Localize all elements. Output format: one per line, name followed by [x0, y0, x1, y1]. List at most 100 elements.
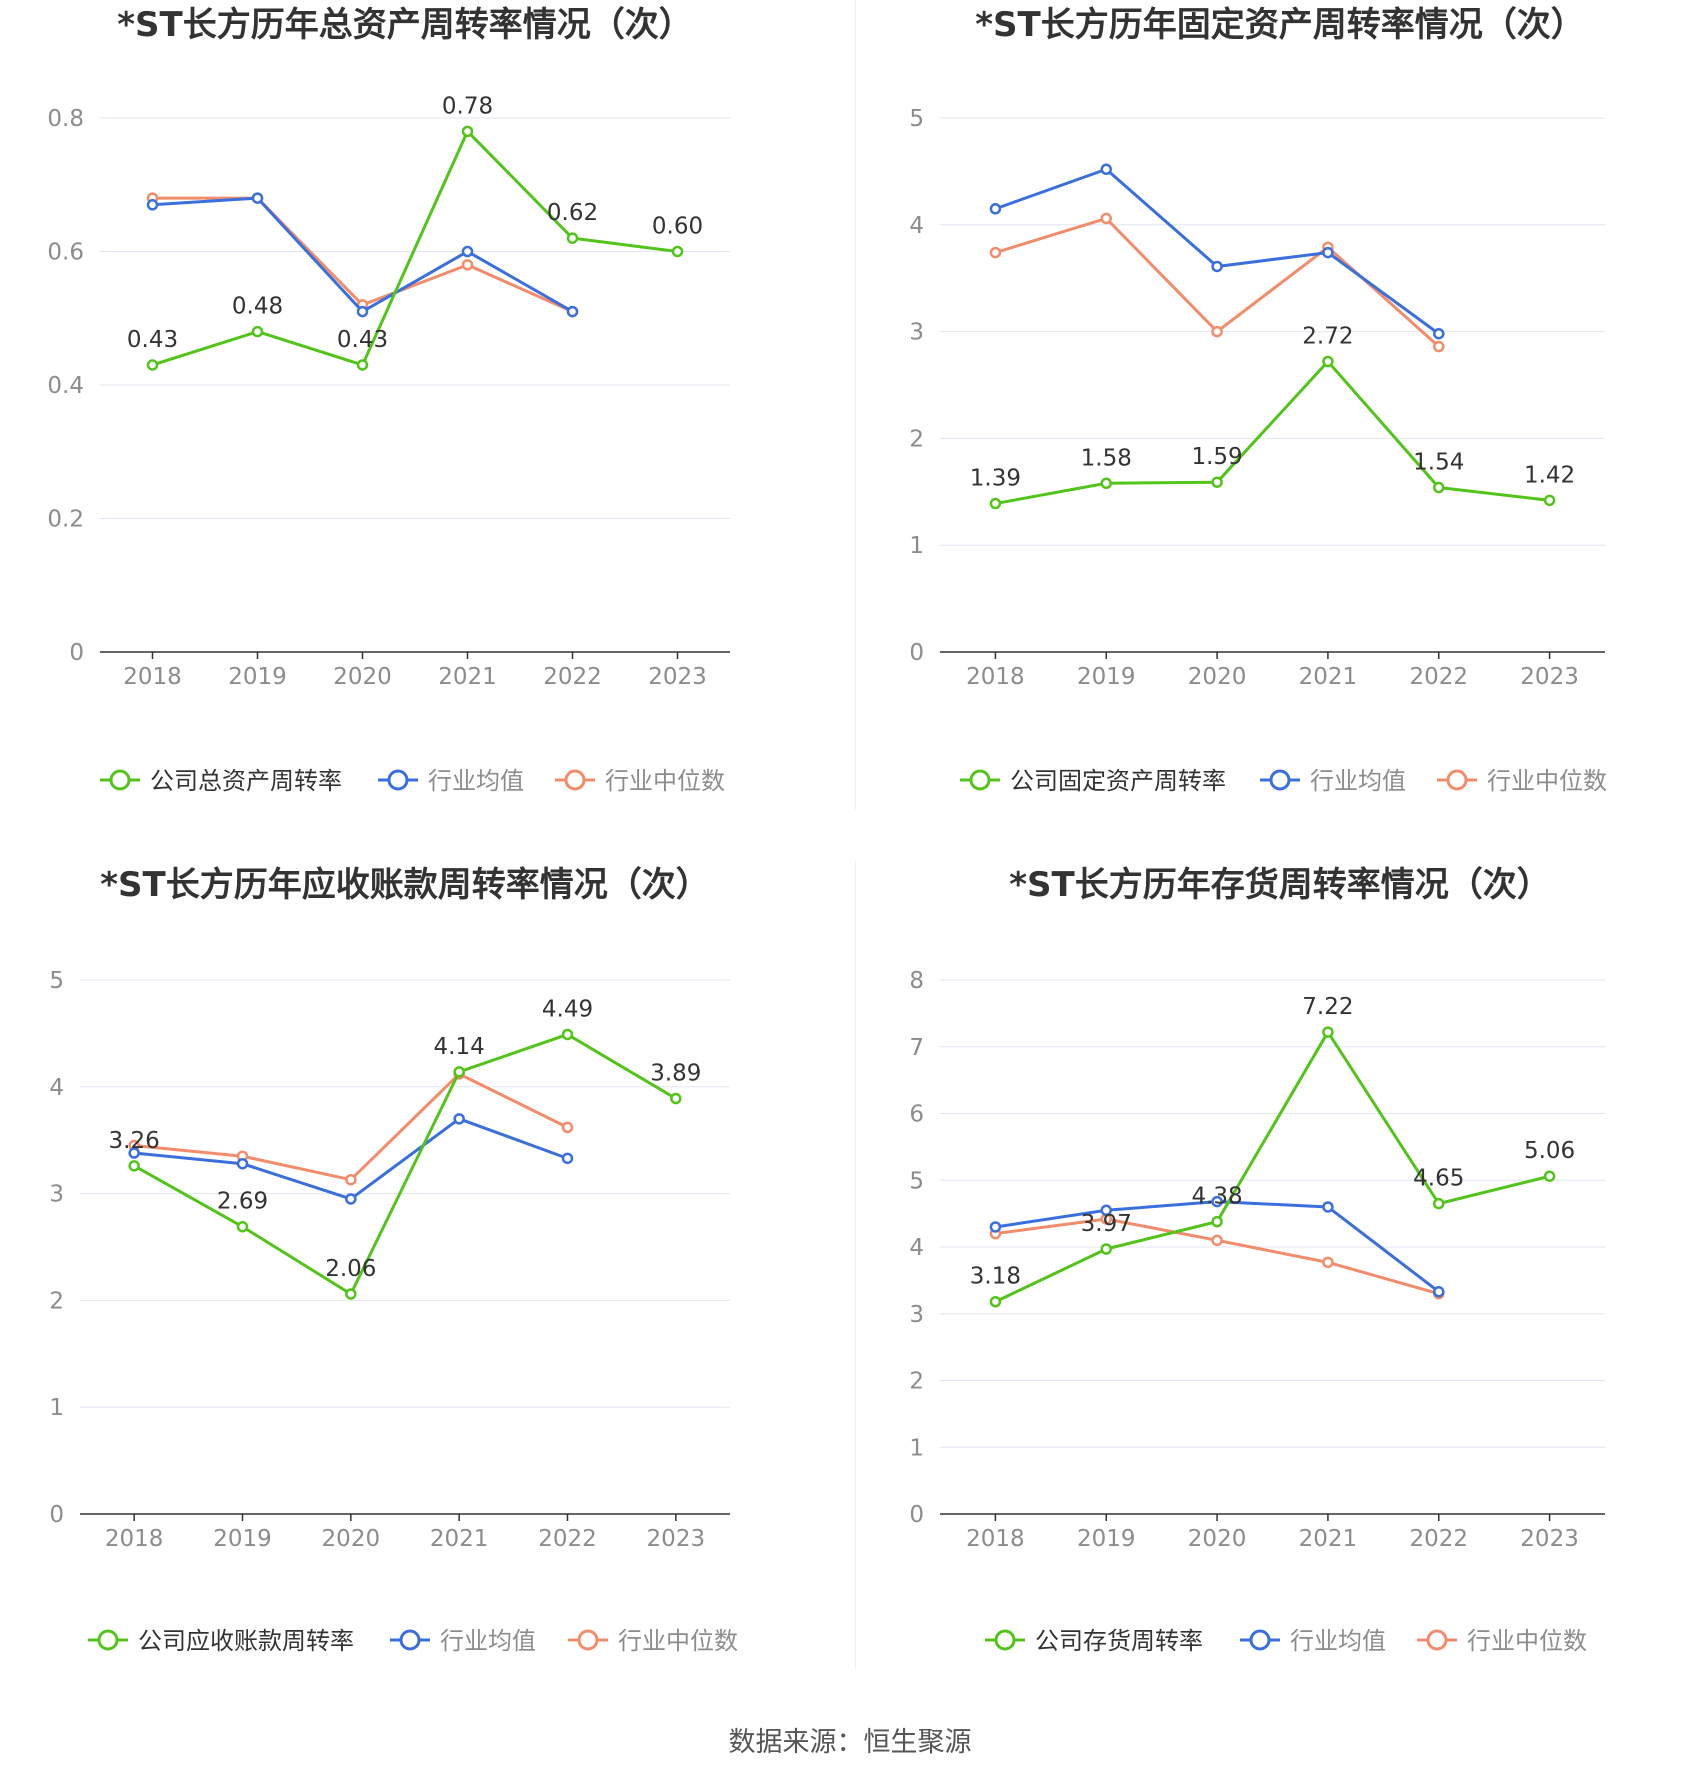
data-label: 1.39 [970, 466, 1021, 492]
x-tick-label: 2022 [1409, 1526, 1468, 1552]
legend-industry-average[interactable]: 行业均值 [390, 1627, 536, 1655]
legend-industry-median[interactable]: 行业中位数 [1437, 767, 1607, 795]
series-line-industry-median [995, 1217, 1440, 1296]
data-point-company [1433, 1197, 1445, 1210]
chart-fixed-asset-turnover: *ST长方历年固定资产周转率情况（次） 0 1 2 3 4 5 2018 2019 2020 202… [850, 0, 1700, 860]
data-point-company [1543, 1170, 1556, 1182]
data-point-industry-median [461, 259, 474, 271]
x-tick-label: 2019 [1077, 664, 1136, 690]
legend-marker-icon [1249, 1629, 1271, 1651]
data-point-industry-average [1322, 1201, 1334, 1213]
x-tick-label: 2022 [1409, 664, 1468, 690]
data-label: 0.48 [232, 294, 283, 320]
chart-title: *ST长方历年存货周转率情况（次） [1009, 865, 1550, 905]
data-point-industry-average [1211, 1195, 1223, 1208]
data-label: 3.97 [1081, 1211, 1132, 1237]
x-tick-label: 2023 [648, 664, 707, 690]
x-tick-label: 2018 [966, 1526, 1025, 1552]
data-point-company [236, 1220, 249, 1233]
legend-company[interactable]: 公司总资产周转率 [100, 767, 342, 795]
data-point-industry-average [461, 245, 474, 258]
data-point-company [1322, 1026, 1334, 1038]
data-label: 1.54 [1413, 450, 1464, 476]
data-label: 0.62 [547, 200, 598, 226]
data-point-company [1211, 1215, 1223, 1228]
data-label: 4.49 [542, 996, 593, 1022]
chart-title: *ST长方历年固定资产周转率情况（次） [975, 5, 1584, 45]
x-tick-label: 2019 [228, 664, 287, 690]
legend-marker-icon [109, 769, 131, 791]
legend-label: 行业中位数 [618, 1627, 738, 1655]
legend-marker-icon [387, 769, 409, 791]
legend-industry-average[interactable]: 行业均值 [1240, 1627, 1386, 1655]
legend-label: 公司应收账款周转率 [138, 1627, 354, 1655]
data-point-company [989, 1295, 1002, 1308]
data-point-company [1100, 1243, 1112, 1255]
x-tick-label: 2022 [543, 664, 602, 690]
data-point-company [671, 245, 684, 258]
chart-inventory-turnover: *ST长方历年存货周转率情况（次） 0 1 2 3 4 5 6 7 8 2018 2019 2020 20… [850, 860, 1700, 1720]
x-tick-label: 2020 [1188, 1526, 1247, 1552]
divider-top [855, 0, 856, 810]
legend-marker-icon [564, 769, 586, 791]
data-label: 5.06 [1524, 1138, 1575, 1164]
data-point-industry-median [1433, 340, 1445, 353]
data-point-industry-average [251, 192, 264, 204]
data-point-company [989, 497, 1002, 510]
legend-industry-median[interactable]: 行业中位数 [1417, 1627, 1587, 1655]
data-point-industry-average [128, 1147, 140, 1159]
x-tick-label: 2023 [1520, 1526, 1579, 1552]
y-tick-label: 1 [909, 533, 924, 559]
data-point-industry-average [345, 1193, 357, 1205]
data-label: 3.89 [650, 1061, 701, 1087]
legend-marker-icon [969, 769, 991, 791]
data-label: 0.60 [652, 214, 703, 240]
data-point-company [670, 1092, 682, 1105]
data-point-industry-average [1100, 163, 1112, 176]
data-point-company [128, 1160, 140, 1172]
data-point-industry-average [561, 1152, 574, 1165]
data-point-company [356, 359, 369, 371]
data-point-industry-average [453, 1113, 465, 1125]
series-line-industry-median [134, 1072, 569, 1182]
y-tick-label: 0.6 [47, 240, 84, 266]
data-label: 4.14 [434, 1034, 485, 1060]
series-line-industry-average [134, 1117, 569, 1201]
legend-industry-average[interactable]: 行业均值 [378, 767, 524, 795]
x-tick-label: 2023 [647, 1526, 706, 1552]
series-line-company [994, 1030, 1550, 1304]
y-tick-label: 4 [49, 1075, 64, 1101]
legend-marker-icon [994, 1629, 1016, 1651]
data-point-industry-average [1433, 327, 1445, 340]
legend-industry-median[interactable]: 行业中位数 [568, 1627, 738, 1655]
chart-svg: *ST长方历年应收账款周转率情况（次） 0 1 2 3 4 5 2018 2019 2020 202… [49, 865, 738, 1655]
series-line-company [995, 360, 1550, 506]
data-point-industry-average [146, 199, 159, 211]
y-tick-label: 4 [909, 1235, 924, 1261]
series-line-industry-average [994, 167, 1440, 335]
series-line-company [133, 1032, 677, 1296]
legend-company[interactable]: 公司固定资产周转率 [960, 767, 1226, 795]
legend-company[interactable]: 公司存货周转率 [985, 1627, 1203, 1655]
x-tick-label: 2018 [123, 664, 182, 690]
y-tick-label: 2 [49, 1288, 64, 1314]
x-tick-label: 2018 [966, 664, 1025, 690]
legend-company[interactable]: 公司应收账款周转率 [88, 1627, 354, 1655]
y-tick-label: 3 [909, 320, 924, 346]
y-tick-label: 0 [909, 640, 924, 666]
data-point-company [566, 232, 579, 244]
y-tick-label: 8 [909, 968, 924, 994]
y-tick-label: 3 [909, 1302, 924, 1328]
legend-industry-median[interactable]: 行业中位数 [555, 767, 725, 795]
legend-marker-icon [97, 1629, 119, 1651]
y-tick-label: 1 [909, 1435, 924, 1461]
data-point-company [1322, 355, 1334, 368]
y-tick-label: 4 [909, 213, 924, 239]
legend-marker-icon [1269, 769, 1291, 791]
data-point-industry-median [561, 1121, 574, 1134]
y-tick-label: 0.4 [47, 373, 84, 399]
legend-industry-average[interactable]: 行业均值 [1260, 767, 1406, 795]
data-point-industry-average [989, 1221, 1002, 1233]
y-tick-label: 0 [49, 1502, 64, 1528]
data-point-industry-average [1211, 260, 1223, 273]
